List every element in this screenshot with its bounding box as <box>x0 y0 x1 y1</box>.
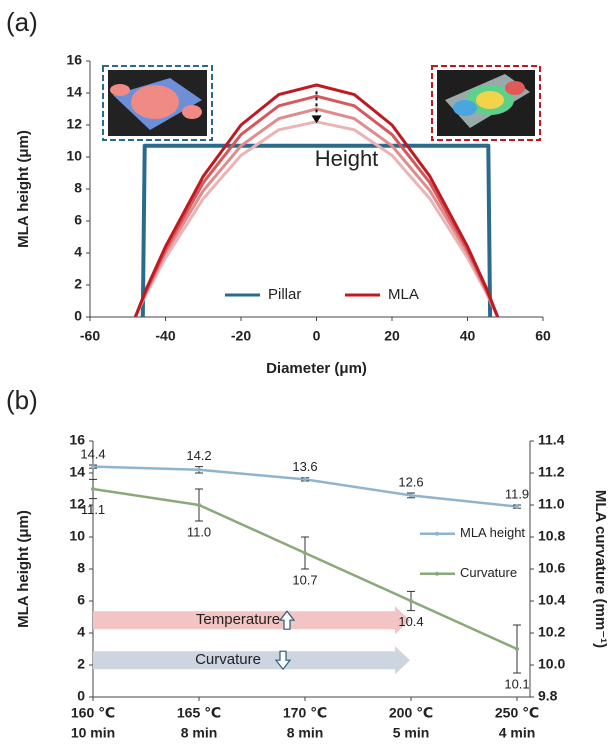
x-tick-label: 10 min <box>71 725 115 741</box>
y-tick-label: 14 <box>69 464 85 480</box>
y-tick-label: 6 <box>74 212 82 228</box>
point <box>515 505 519 509</box>
mla-curve <box>135 109 497 317</box>
x-tick-label: 250 ℃ <box>495 705 539 721</box>
annotation: Curvature <box>195 651 261 668</box>
y-axis-title: MLA height (μm) <box>15 130 32 248</box>
y2-tick-label: 11.2 <box>538 464 565 480</box>
legend-label: Curvature <box>460 565 517 580</box>
y-tick-label: 16 <box>69 432 85 448</box>
y-tick-label: 16 <box>66 52 82 68</box>
figure: (a)0246810121416-60-40-200204060Diameter… <box>0 0 616 744</box>
y-tick-label: 8 <box>74 180 82 196</box>
x-tick-label: 40 <box>460 328 476 344</box>
series-line <box>143 146 490 317</box>
y2-tick-label: 11.4 <box>538 432 565 448</box>
point <box>515 647 519 651</box>
legend-marker <box>435 572 439 576</box>
value-label: 11.0 <box>187 524 211 539</box>
point <box>91 465 95 469</box>
annotation: Height <box>315 146 379 171</box>
value-label: 14.2 <box>186 448 211 463</box>
value-label: 13.6 <box>292 459 317 474</box>
x-tick-label: 5 min <box>393 725 430 741</box>
x-tick-label: 165 ℃ <box>177 705 221 721</box>
value-label: 10.1 <box>504 676 529 691</box>
y-tick-label: 2 <box>74 276 82 292</box>
y-tick-label: 0 <box>77 688 85 704</box>
x-tick-label: 200 ℃ <box>389 705 433 721</box>
legend-label: Pillar <box>268 286 301 303</box>
y-tick-label: 4 <box>77 624 85 640</box>
legend-label: MLA height <box>460 525 525 540</box>
y-tick-label: 10 <box>66 148 82 164</box>
point <box>197 468 201 472</box>
x-tick-label: -20 <box>231 328 251 344</box>
y-tick-label: 6 <box>77 592 85 608</box>
y-tick-label: 14 <box>66 84 82 100</box>
x-tick-label: 170 ℃ <box>283 705 327 721</box>
y-tick-label: 4 <box>74 244 82 260</box>
x-tick-label: 160 ℃ <box>71 705 115 721</box>
y-tick-label: 0 <box>74 308 82 324</box>
y2-tick-label: 10.8 <box>538 528 565 544</box>
value-label: 14.4 <box>80 446 105 461</box>
value-label: 11.9 <box>505 486 529 501</box>
x-tick-label: 20 <box>384 328 400 344</box>
point <box>409 493 413 497</box>
x-tick-label: -60 <box>80 328 100 344</box>
value-label: 11.1 <box>81 502 105 517</box>
point <box>91 487 95 491</box>
value-label: 10.4 <box>398 614 423 629</box>
inset-mla <box>432 66 540 140</box>
y-axis-title: MLA height (μm) <box>15 510 32 628</box>
panel-label: (b) <box>6 385 38 415</box>
point <box>409 599 413 603</box>
x-tick-label: 8 min <box>287 725 324 741</box>
y2-tick-label: 10.0 <box>538 656 565 672</box>
inset-pillar <box>103 66 212 140</box>
point <box>303 551 307 555</box>
y2-axis-title: MLA curvature (mm⁻¹) <box>592 490 609 648</box>
point <box>303 477 307 481</box>
y2-tick-label: 10.6 <box>538 560 565 576</box>
annotation: Temperature <box>196 611 280 628</box>
y-tick-label: 8 <box>77 560 85 576</box>
panel-label: (a) <box>6 7 38 37</box>
x-tick-label: 8 min <box>181 725 218 741</box>
y-tick-label: 2 <box>77 656 85 672</box>
y2-tick-label: 10.4 <box>538 592 565 608</box>
y2-tick-label: 9.8 <box>538 688 558 704</box>
x-tick-label: -40 <box>155 328 175 344</box>
point <box>197 503 201 507</box>
legend-label: MLA <box>388 286 419 303</box>
x-axis-title: Diameter (μm) <box>266 360 367 377</box>
value-label: 10.7 <box>292 572 317 587</box>
y-tick-label: 12 <box>66 116 82 132</box>
x-tick-label: 60 <box>535 328 551 344</box>
x-tick-label: 0 <box>313 328 321 344</box>
legend-marker <box>435 532 439 536</box>
x-tick-label: 4 min <box>499 725 536 741</box>
y-tick-label: 10 <box>69 528 85 544</box>
y2-tick-label: 10.2 <box>538 624 565 640</box>
y2-tick-label: 11.0 <box>538 496 565 512</box>
value-label: 12.6 <box>398 474 423 489</box>
